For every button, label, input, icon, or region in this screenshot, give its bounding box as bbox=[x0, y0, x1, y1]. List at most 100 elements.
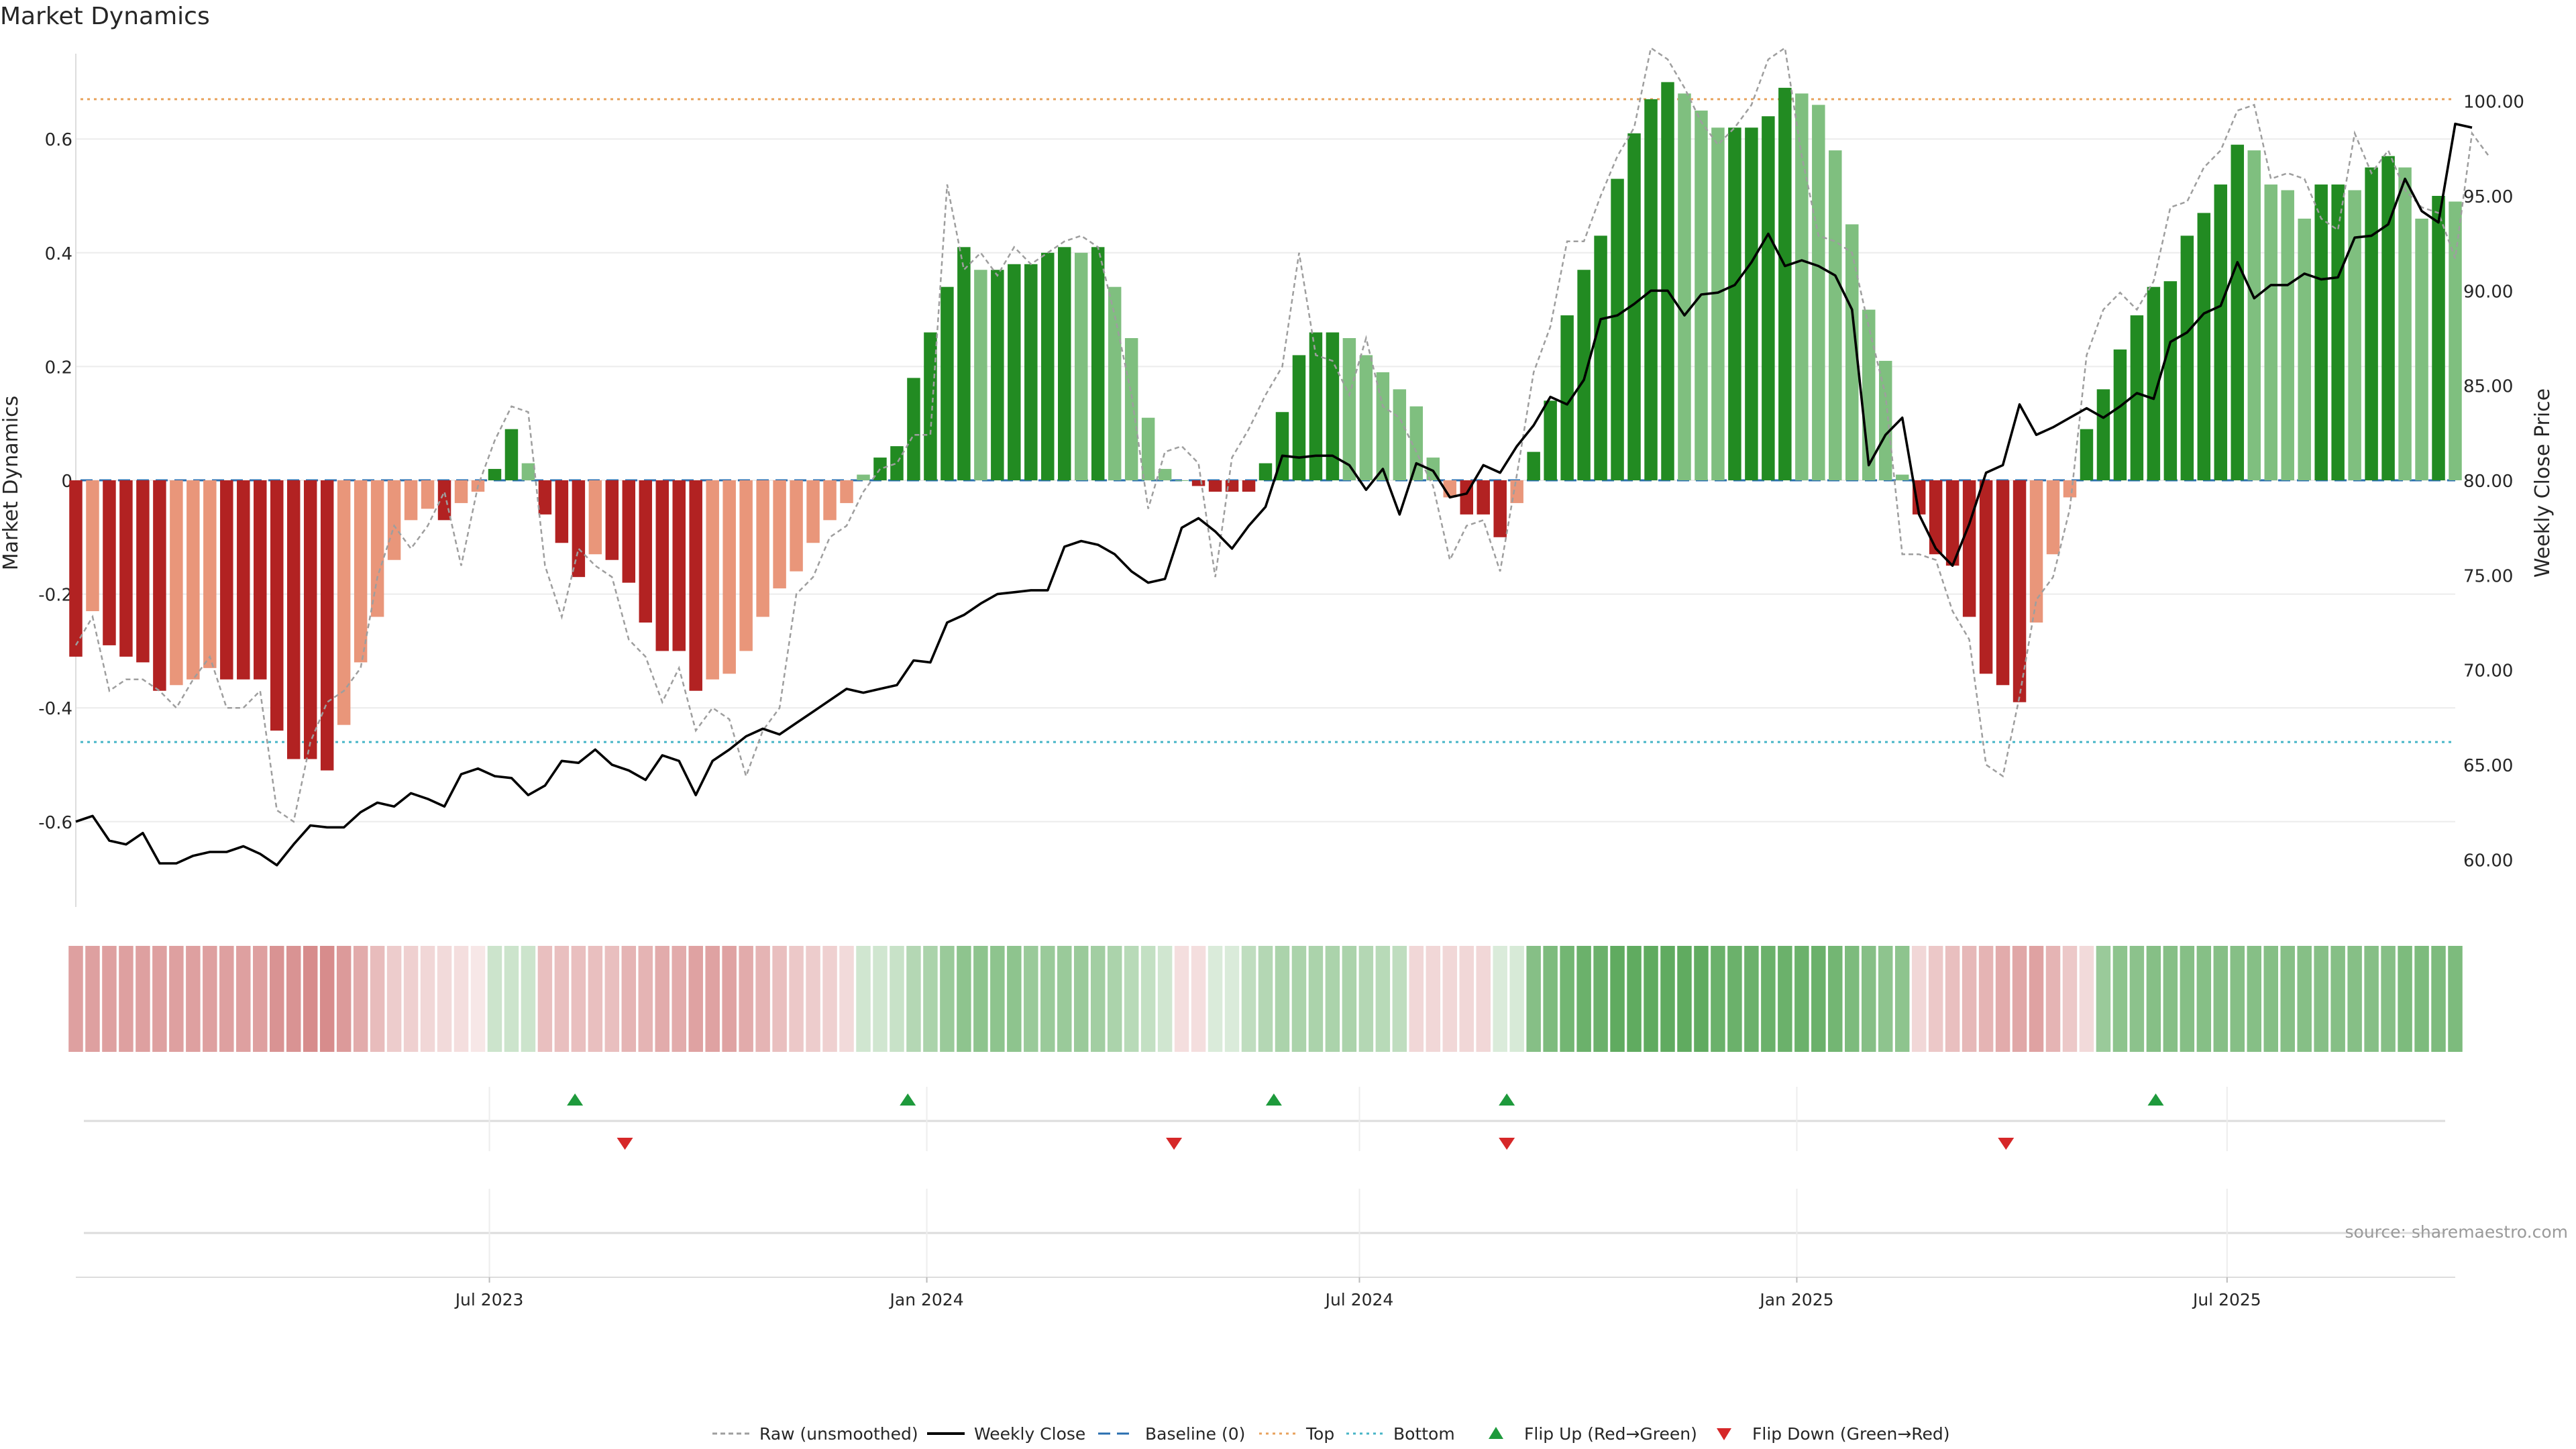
bar-135 bbox=[2331, 184, 2345, 480]
bar-26 bbox=[504, 429, 519, 480]
heat-cell-64 bbox=[1140, 946, 1156, 1052]
heat-cell-17 bbox=[353, 946, 368, 1052]
heat-cell-41 bbox=[755, 946, 770, 1052]
heat-cell-28 bbox=[537, 946, 553, 1052]
bar-67 bbox=[1191, 480, 1205, 486]
heat-cell-109 bbox=[1894, 946, 1910, 1052]
bar-21 bbox=[421, 480, 435, 509]
bar-47 bbox=[857, 474, 870, 480]
heat-cell-66 bbox=[1174, 946, 1189, 1052]
heat-cell-29 bbox=[554, 946, 570, 1052]
bar-9 bbox=[220, 480, 233, 680]
heat-cell-34 bbox=[638, 946, 653, 1052]
right-tick-label-6: 90.00 bbox=[2463, 282, 2513, 302]
bar-95 bbox=[1661, 82, 1674, 480]
bar-79 bbox=[1393, 389, 1407, 480]
heat-cell-77 bbox=[1358, 946, 1374, 1052]
bar-106 bbox=[1845, 224, 1859, 480]
heat-cell-106 bbox=[1845, 946, 1860, 1052]
bar-71 bbox=[1258, 463, 1273, 480]
bar-115 bbox=[1996, 480, 2010, 686]
bar-53 bbox=[957, 247, 971, 480]
heat-cell-137 bbox=[2364, 946, 2379, 1052]
left-tick-label-4: 0.2 bbox=[45, 358, 72, 378]
left-tick-label-2: -0.2 bbox=[38, 586, 72, 606]
heat-cell-23 bbox=[453, 946, 469, 1052]
heat-cell-48 bbox=[873, 946, 888, 1052]
legend-flip-up-icon bbox=[1489, 1427, 1503, 1439]
right-axis: 60.00 65.00 70.00 75.00 80.00 85.00 90.00 95.00… bbox=[2463, 93, 2524, 871]
legend-label-top: Top bbox=[1305, 1424, 1334, 1444]
bar-37 bbox=[689, 480, 702, 691]
flip-up-marker-3 bbox=[1499, 1093, 1515, 1106]
heat-cell-46 bbox=[839, 946, 854, 1052]
heat-cell-117 bbox=[2029, 946, 2044, 1052]
bar-74 bbox=[1309, 332, 1323, 480]
heat-cell-135 bbox=[2330, 946, 2345, 1052]
heat-cell-133 bbox=[2297, 946, 2312, 1052]
bar-105 bbox=[1829, 150, 1842, 480]
heat-cell-26 bbox=[504, 946, 519, 1052]
bar-141 bbox=[2432, 196, 2445, 480]
heat-cell-85 bbox=[1493, 946, 1507, 1052]
heat-cell-89 bbox=[1560, 946, 1574, 1052]
legend-item-raw: Raw (unsmoothed) bbox=[712, 1424, 918, 1444]
heat-cell-112 bbox=[1945, 946, 1960, 1052]
bar-36 bbox=[672, 480, 686, 651]
heat-cell-59 bbox=[1057, 946, 1072, 1052]
bar-129 bbox=[2231, 144, 2245, 480]
raw-line bbox=[74, 46, 2490, 823]
heat-cell-40 bbox=[739, 946, 753, 1052]
heat-cell-57 bbox=[1024, 946, 1038, 1052]
heat-cell-104 bbox=[1811, 946, 1826, 1052]
heat-strip bbox=[68, 946, 2463, 1052]
legend-item-bottom: Bottom bbox=[1346, 1424, 1455, 1444]
heat-cell-27 bbox=[521, 946, 536, 1052]
bar-6 bbox=[170, 480, 183, 686]
bottom-panel bbox=[84, 1189, 2445, 1277]
right-axis-label: Weekly Close Price bbox=[2531, 388, 2555, 578]
right-tick-label-2: 70.00 bbox=[2463, 661, 2513, 682]
bar-8 bbox=[203, 480, 217, 668]
legend-flip-down-icon bbox=[1717, 1428, 1731, 1440]
left-axis-label: Market Dynamics bbox=[0, 396, 23, 571]
bar-119 bbox=[2063, 480, 2077, 498]
heat-cell-13 bbox=[286, 946, 301, 1052]
heat-cell-141 bbox=[2431, 946, 2446, 1052]
bar-85 bbox=[1493, 480, 1507, 537]
heat-cell-100 bbox=[1744, 946, 1759, 1052]
heat-cell-134 bbox=[2314, 946, 2328, 1052]
bar-41 bbox=[756, 480, 769, 617]
heat-cell-119 bbox=[2062, 946, 2078, 1052]
legend-item-top: Top bbox=[1259, 1424, 1334, 1444]
bar-138 bbox=[2381, 156, 2395, 480]
right-tick-label-4: 80.00 bbox=[2463, 472, 2513, 492]
heat-cell-8 bbox=[203, 946, 217, 1052]
heat-cell-0 bbox=[68, 946, 83, 1052]
heat-cell-15 bbox=[319, 946, 335, 1052]
bar-62 bbox=[1108, 286, 1122, 480]
bar-3 bbox=[119, 480, 133, 657]
heat-cell-107 bbox=[1861, 946, 1876, 1052]
close-line bbox=[75, 122, 2473, 867]
bar-96 bbox=[1678, 93, 1691, 481]
heat-cell-53 bbox=[957, 946, 971, 1052]
heat-cell-97 bbox=[1694, 946, 1709, 1052]
heat-cell-24 bbox=[470, 946, 486, 1052]
heat-cell-35 bbox=[655, 946, 670, 1052]
bar-5 bbox=[153, 480, 166, 691]
bar-84 bbox=[1477, 480, 1490, 515]
heat-cell-33 bbox=[621, 946, 637, 1052]
bar-46 bbox=[840, 480, 853, 503]
bar-93 bbox=[1627, 133, 1641, 481]
bar-70 bbox=[1242, 480, 1256, 492]
bar-131 bbox=[2264, 184, 2277, 480]
bar-73 bbox=[1292, 355, 1306, 480]
heat-cell-94 bbox=[1644, 946, 1658, 1052]
heat-cell-130 bbox=[2247, 946, 2261, 1052]
bar-140 bbox=[2415, 218, 2428, 480]
legend-item-flip_up: Flip Up (Red→Green) bbox=[1489, 1424, 1697, 1444]
heat-cell-115 bbox=[1995, 946, 2010, 1052]
legend-label-raw: Raw (unsmoothed) bbox=[759, 1424, 918, 1444]
heat-cell-102 bbox=[1778, 946, 1792, 1052]
